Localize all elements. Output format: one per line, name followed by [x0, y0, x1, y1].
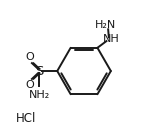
- Text: O: O: [25, 80, 34, 90]
- Text: NH: NH: [102, 34, 119, 44]
- Text: HCl: HCl: [16, 112, 37, 125]
- Text: H₂N: H₂N: [95, 20, 116, 30]
- Text: O: O: [25, 52, 34, 62]
- Text: NH₂: NH₂: [29, 90, 50, 100]
- Text: S: S: [35, 64, 43, 78]
